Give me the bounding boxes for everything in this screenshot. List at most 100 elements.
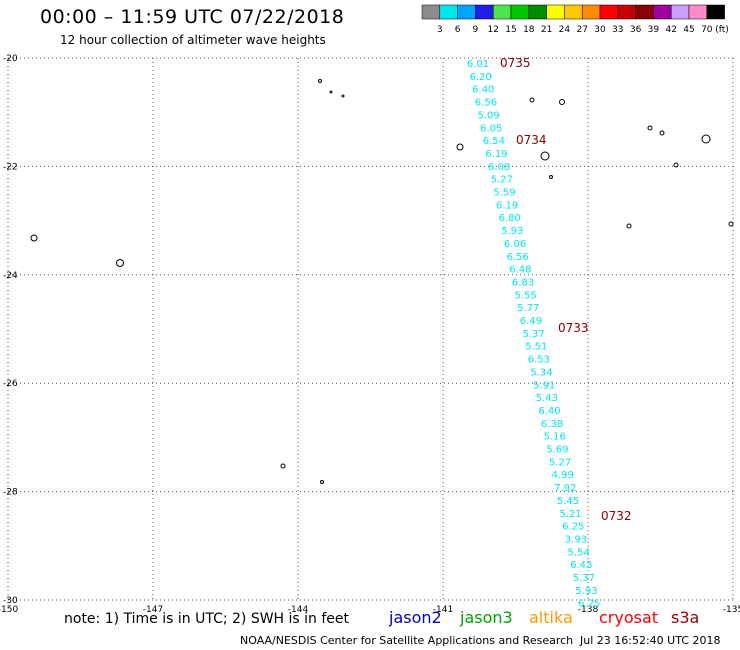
swh-value: 6.83 (512, 277, 534, 288)
swh-value: 6.80 (499, 213, 521, 224)
island-outline (728, 221, 734, 227)
legend-label: 30 (594, 25, 606, 35)
island-outline (529, 97, 535, 103)
swh-value: 6.56 (507, 252, 529, 263)
island-outline (549, 175, 553, 179)
island-outline (647, 125, 653, 131)
swh-value: 5.45 (557, 496, 579, 507)
legend-label: 70 (701, 25, 713, 35)
island-outline (559, 99, 565, 105)
lat-tick-label: -26 (3, 379, 18, 389)
swh-value: 4.99 (552, 470, 574, 481)
lon-tick-label: -138 (578, 605, 599, 615)
swh-value: 5.34 (530, 367, 552, 378)
island-outline (701, 134, 711, 144)
legend-label: 24 (559, 25, 571, 35)
wave-height-legend: 3 6 9 12 15 18 21 24 27 30 33 36 39 42 45 70 (ft) (421, 4, 729, 35)
lat-tick-label: -22 (3, 162, 18, 172)
island-outline (318, 79, 322, 83)
time-label: 0732 (601, 509, 632, 523)
swh-value: 5.59 (493, 188, 515, 199)
swh-value: 5.69 (546, 445, 568, 456)
island-outline (116, 259, 124, 267)
legend-label: 12 (487, 25, 498, 35)
swh-value: 5.37 (522, 329, 544, 340)
swh-value: 5.37 (573, 573, 595, 584)
legend-label: 3 (437, 25, 443, 35)
island-outline (626, 223, 632, 229)
legend-unit: (ft) (715, 25, 729, 35)
swh-value: 5.55 (515, 290, 537, 301)
swh-value: 6.54 (483, 136, 505, 147)
swh-value: 5.93 (501, 226, 523, 237)
swh-value: 6.53 (528, 355, 550, 366)
generated-timestamp: Jul 23 16:52:40 UTC 2018 (580, 634, 721, 647)
legend-label: 6 (455, 25, 461, 35)
satellite-s3a: s3a (671, 608, 700, 627)
swh-value: 6.25 (578, 599, 600, 610)
legend-label: 9 (473, 25, 479, 35)
swh-value: 5.77 (517, 303, 539, 314)
legend-label: 42 (665, 25, 676, 35)
island-outline (341, 94, 345, 98)
legend-label: 45 (683, 25, 694, 35)
swh-value: 3.93 (565, 534, 587, 545)
island-outline (540, 151, 550, 161)
swh-value: 6.43 (570, 560, 592, 571)
island-outline (329, 90, 333, 94)
legend-label: 39 (648, 25, 660, 35)
satellite-jason2: jason2 (389, 608, 442, 627)
swh-value: 6.06 (504, 239, 526, 250)
lat-tick-label: -24 (3, 271, 18, 281)
swh-value: 6.56 (475, 98, 497, 109)
swh-value: 7.92 (554, 483, 576, 494)
map-subtitle: 12 hour collection of altimeter wave hei… (60, 33, 326, 47)
footer-note: note: 1) Time is in UTC; 2) SWH is in fe… (64, 611, 350, 627)
credit-line: NOAA/NESDIS Center for Satellite Applica… (240, 634, 574, 647)
swh-value: 6.19 (485, 149, 507, 160)
swh-value: 6.25 (562, 522, 584, 533)
legend-label: 27 (576, 25, 587, 35)
swh-value: 6.40 (472, 85, 494, 96)
island-outline (673, 162, 679, 168)
legend-label: 21 (541, 25, 552, 35)
legend-label: 33 (612, 25, 623, 35)
island-outline (659, 130, 665, 136)
legend-label: 15 (505, 25, 516, 35)
island-outline (320, 480, 324, 484)
satellite-jason3: jason3 (460, 608, 513, 627)
island-outline (30, 234, 38, 242)
swh-value: 6.49 (520, 316, 542, 327)
swh-value: 5.43 (536, 393, 558, 404)
island-outline (456, 143, 464, 151)
lon-tick-label: -135 (723, 605, 740, 615)
lat-tick-label: -30 (3, 596, 18, 606)
swh-value: 6.19 (496, 200, 518, 211)
swh-value: 6.38 (541, 419, 563, 430)
swh-value: 6.40 (538, 406, 560, 417)
swh-value: 6.08 (488, 162, 510, 173)
swh-value: 5.27 (549, 457, 571, 468)
swh-value: 6.05 (480, 123, 502, 134)
swh-value: 6.01 (467, 59, 489, 70)
time-label: 0734 (516, 133, 547, 147)
swh-value: 5.91 (533, 380, 555, 391)
legend-label: 36 (630, 25, 642, 35)
time-label: 0735 (500, 56, 531, 70)
swh-value: 6.48 (509, 265, 531, 276)
swh-value: 6.20 (470, 72, 492, 83)
swh-value: 5.93 (575, 586, 597, 597)
lon-tick-label: -150 (0, 605, 18, 615)
lon-tick-label: -147 (143, 605, 163, 615)
legend-label: 18 (523, 25, 535, 35)
legend-swatch (706, 4, 725, 20)
satellite-altika: altika (529, 608, 573, 627)
lat-tick-label: -20 (3, 54, 18, 64)
lon-tick-label: -144 (288, 605, 309, 615)
map-title: 00:00 – 11:59 UTC 07/22/2018 (40, 6, 345, 28)
swh-value: 5.54 (567, 547, 589, 558)
lat-tick-label: -28 (3, 488, 18, 498)
swh-value: 5.21 (560, 509, 582, 520)
lon-tick-label: -141 (433, 605, 453, 615)
